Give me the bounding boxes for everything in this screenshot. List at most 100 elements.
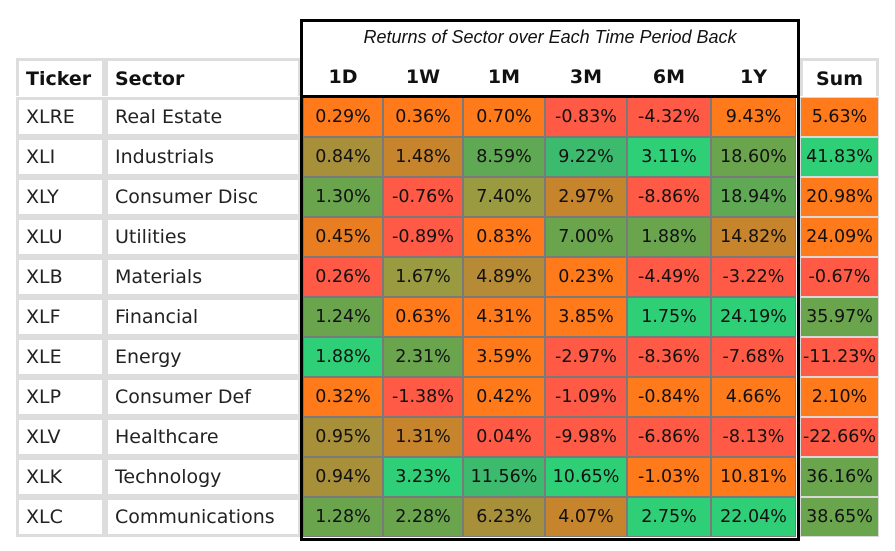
return-cell-3m: 0.23%	[545, 257, 627, 297]
return-cell-1m: 0.70%	[463, 97, 545, 137]
return-cell-6m: -8.36%	[627, 337, 711, 377]
sector-cell: Technology	[105, 457, 301, 497]
return-cell-1m: 6.23%	[463, 497, 545, 537]
return-cell-3m: 9.22%	[545, 137, 627, 177]
sector-cell: Industrials	[105, 137, 301, 177]
ticker-cell: XLK	[16, 457, 105, 497]
sum-cell: 2.10%	[800, 377, 879, 417]
return-cell-1d: 0.95%	[303, 417, 383, 457]
return-cell-1w: -0.89%	[383, 217, 463, 257]
return-cell-1d: 1.30%	[303, 177, 383, 217]
sector-cell: Energy	[105, 337, 301, 377]
header-sector: Sector	[105, 58, 301, 96]
ticker-cell: XLRE	[16, 97, 105, 137]
return-cell-6m: -6.86%	[627, 417, 711, 457]
header-period-6m: 6M	[652, 66, 686, 88]
sector-cell: Communications	[105, 497, 301, 537]
return-cell-1d: 1.88%	[303, 337, 383, 377]
sum-cell: 20.98%	[800, 177, 879, 217]
ticker-cell: XLB	[16, 257, 105, 297]
return-cell-1d: 0.84%	[303, 137, 383, 177]
return-cell-6m: -8.86%	[627, 177, 711, 217]
return-cell-1y: 22.04%	[711, 497, 796, 537]
sum-cell: -0.67%	[800, 257, 879, 297]
return-cell-6m: -0.84%	[627, 377, 711, 417]
header-period-1y: 1Y	[740, 66, 767, 88]
return-cell-1d: 0.29%	[303, 97, 383, 137]
return-cell-6m: 1.88%	[627, 217, 711, 257]
return-cell-1w: 1.67%	[383, 257, 463, 297]
return-cell-1m: 8.59%	[463, 137, 545, 177]
return-cell-6m: -1.03%	[627, 457, 711, 497]
return-cell-3m: 2.97%	[545, 177, 627, 217]
sector-cell: Real Estate	[105, 97, 301, 137]
ticker-cell: XLU	[16, 217, 105, 257]
return-cell-3m: 10.65%	[545, 457, 627, 497]
return-cell-3m: -1.09%	[545, 377, 627, 417]
sector-cell: Consumer Def	[105, 377, 301, 417]
return-cell-1y: 4.66%	[711, 377, 796, 417]
return-cell-6m: -4.49%	[627, 257, 711, 297]
return-cell-1d: 0.45%	[303, 217, 383, 257]
sector-cell: Consumer Disc	[105, 177, 301, 217]
sum-cell: -11.23%	[800, 337, 879, 377]
return-cell-1y: 14.82%	[711, 217, 796, 257]
ticker-cell: XLC	[16, 497, 105, 537]
sum-cell: -22.66%	[800, 417, 879, 457]
return-cell-1y: 24.19%	[711, 297, 796, 337]
return-cell-3m: 4.07%	[545, 497, 627, 537]
ticker-cell: XLE	[16, 337, 105, 377]
return-cell-1m: 0.04%	[463, 417, 545, 457]
return-cell-1w: 2.28%	[383, 497, 463, 537]
return-cell-1d: 1.28%	[303, 497, 383, 537]
return-cell-3m: -2.97%	[545, 337, 627, 377]
return-cell-1y: 10.81%	[711, 457, 796, 497]
return-cell-3m: -0.83%	[545, 97, 627, 137]
return-cell-1y: 18.94%	[711, 177, 796, 217]
sum-cell: 38.65%	[800, 497, 879, 537]
return-cell-1m: 4.89%	[463, 257, 545, 297]
return-cell-1y: -3.22%	[711, 257, 796, 297]
return-cell-6m: 1.75%	[627, 297, 711, 337]
return-cell-1w: 0.36%	[383, 97, 463, 137]
return-cell-1m: 4.31%	[463, 297, 545, 337]
return-cell-1m: 11.56%	[463, 457, 545, 497]
return-cell-3m: -9.98%	[545, 417, 627, 457]
header-sum: Sum	[800, 58, 879, 96]
ticker-cell: XLV	[16, 417, 105, 457]
sum-cell: 36.16%	[800, 457, 879, 497]
ticker-cell: XLF	[16, 297, 105, 337]
return-cell-1w: 3.23%	[383, 457, 463, 497]
return-cell-1d: 0.26%	[303, 257, 383, 297]
sector-cell: Utilities	[105, 217, 301, 257]
return-cell-3m: 7.00%	[545, 217, 627, 257]
return-cell-1w: 2.31%	[383, 337, 463, 377]
return-cell-1w: 1.31%	[383, 417, 463, 457]
return-cell-1w: 0.63%	[383, 297, 463, 337]
return-cell-1y: 9.43%	[711, 97, 796, 137]
return-cell-1m: 7.40%	[463, 177, 545, 217]
return-cell-1y: -8.13%	[711, 417, 796, 457]
return-cell-6m: -4.32%	[627, 97, 711, 137]
header-period-3m: 3M	[569, 66, 603, 88]
return-cell-1y: 18.60%	[711, 137, 796, 177]
return-cell-1m: 3.59%	[463, 337, 545, 377]
sum-cell: 41.83%	[800, 137, 879, 177]
return-cell-1w: 1.48%	[383, 137, 463, 177]
table-title: Returns of Sector over Each Time Period …	[363, 27, 737, 47]
return-cell-1d: 0.32%	[303, 377, 383, 417]
sector-cell: Healthcare	[105, 417, 301, 457]
sector-cell: Materials	[105, 257, 301, 297]
return-cell-6m: 3.11%	[627, 137, 711, 177]
sum-cell: 24.09%	[800, 217, 879, 257]
header-period-1d: 1D	[328, 66, 358, 88]
return-cell-6m: 2.75%	[627, 497, 711, 537]
sector-cell: Financial	[105, 297, 301, 337]
header-period-1m: 1M	[487, 66, 521, 88]
header-divider	[300, 95, 800, 98]
return-cell-1d: 1.24%	[303, 297, 383, 337]
return-cell-1w: -1.38%	[383, 377, 463, 417]
header-ticker: Ticker	[16, 58, 105, 96]
header-period-1w: 1W	[405, 66, 441, 88]
